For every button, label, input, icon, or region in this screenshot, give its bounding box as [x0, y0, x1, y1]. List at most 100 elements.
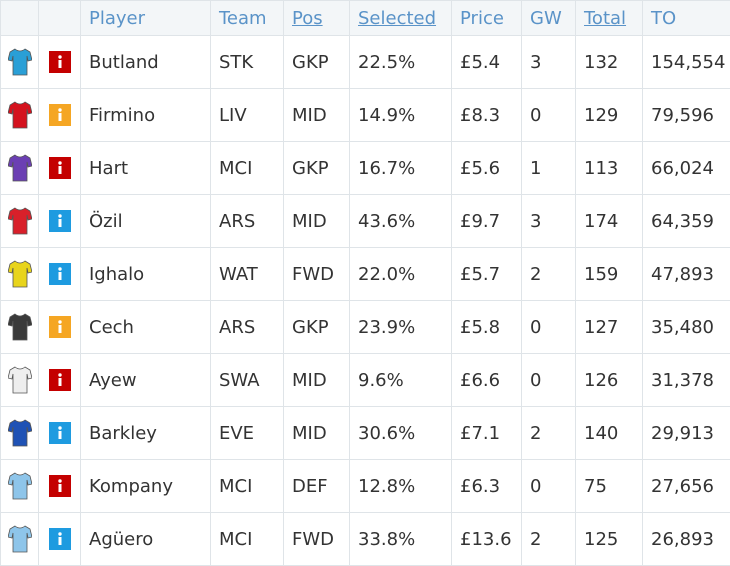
info-icon[interactable] [49, 51, 71, 73]
cell: £9.7 [452, 195, 522, 248]
cell: 23.9% [350, 301, 452, 354]
cell: ARS [211, 195, 284, 248]
info-cell [39, 513, 81, 566]
info-cell [39, 460, 81, 513]
info-glyph [58, 60, 61, 68]
info-glyph [58, 378, 61, 386]
cell: MCI [211, 513, 284, 566]
cell: 0 [522, 89, 576, 142]
shirt-cell [1, 142, 39, 195]
cell: MCI [211, 142, 284, 195]
info-icon[interactable] [49, 157, 71, 179]
cell: Ayew [81, 354, 211, 407]
shirt-icon [8, 259, 32, 289]
cell: WAT [211, 248, 284, 301]
info-icon[interactable] [49, 369, 71, 391]
shirt [8, 473, 32, 499]
header-cell [39, 1, 81, 36]
cell: £7.1 [452, 407, 522, 460]
shirt-cell [1, 36, 39, 89]
cell: 140 [576, 407, 643, 460]
info-cell [39, 248, 81, 301]
shirt-cell [1, 89, 39, 142]
info-dot [58, 532, 61, 535]
cell: GKP [284, 142, 350, 195]
cell: Butland [81, 36, 211, 89]
header-label[interactable]: Selected [358, 8, 436, 29]
header-label[interactable]: Pos [292, 8, 323, 29]
info-cell [39, 142, 81, 195]
cell: DEF [284, 460, 350, 513]
cell: Kompany [81, 460, 211, 513]
header-label[interactable]: Total [584, 8, 626, 29]
cell: 2 [522, 248, 576, 301]
shirt-icon [8, 312, 32, 342]
cell: 3 [522, 36, 576, 89]
header-label: Player [89, 8, 145, 29]
info-icon[interactable] [49, 263, 71, 285]
header-cell [1, 1, 39, 36]
info-glyph [58, 537, 61, 545]
header-label: Price [460, 8, 504, 29]
info-glyph [58, 166, 61, 174]
shirt-cell [1, 407, 39, 460]
info-icon[interactable] [49, 475, 71, 497]
info-icon[interactable] [49, 528, 71, 550]
cell: £5.6 [452, 142, 522, 195]
cell: 2 [522, 407, 576, 460]
shirt-icon [8, 418, 32, 448]
cell: MID [284, 407, 350, 460]
info-icon[interactable] [49, 316, 71, 338]
info-dot [58, 320, 61, 323]
shirt-icon [8, 365, 32, 395]
info-dot [58, 55, 61, 58]
cell: 79,596 [643, 89, 730, 142]
column-header[interactable]: Pos [284, 1, 350, 36]
cell: 154,554 [643, 36, 730, 89]
header-label: TO [651, 8, 676, 29]
cell: 12.8% [350, 460, 452, 513]
info-glyph [58, 219, 61, 227]
column-header[interactable]: Total [576, 1, 643, 36]
column-header: Player [81, 1, 211, 36]
shirt-icon [8, 153, 32, 183]
cell: MID [284, 89, 350, 142]
info-dot [58, 373, 61, 376]
info-icon[interactable] [49, 104, 71, 126]
cell: Özil [81, 195, 211, 248]
cell: Hart [81, 142, 211, 195]
info-glyph [58, 431, 61, 439]
cell: FWD [284, 513, 350, 566]
shirt [8, 208, 32, 234]
info-cell [39, 354, 81, 407]
column-header: TO [643, 1, 730, 36]
cell: 22.5% [350, 36, 452, 89]
cell: 64,359 [643, 195, 730, 248]
cell: MID [284, 195, 350, 248]
cell: 113 [576, 142, 643, 195]
shirt-cell [1, 460, 39, 513]
info-glyph [58, 484, 61, 492]
column-header[interactable]: Selected [350, 1, 452, 36]
shirt-cell [1, 354, 39, 407]
info-icon[interactable] [49, 422, 71, 444]
info-icon[interactable] [49, 210, 71, 232]
cell: £5.7 [452, 248, 522, 301]
shirt-icon [8, 100, 32, 130]
cell: 159 [576, 248, 643, 301]
shirt-icon [8, 471, 32, 501]
cell: £6.3 [452, 460, 522, 513]
shirt [8, 420, 32, 446]
column-header: GW [522, 1, 576, 36]
header-label: Team [219, 8, 267, 29]
shirt [8, 49, 32, 75]
cell: Firmino [81, 89, 211, 142]
cell: 129 [576, 89, 643, 142]
shirt [8, 367, 32, 393]
header-row: Player Team Pos Selected Price GW Total TO [1, 1, 730, 36]
cell: 1 [522, 142, 576, 195]
